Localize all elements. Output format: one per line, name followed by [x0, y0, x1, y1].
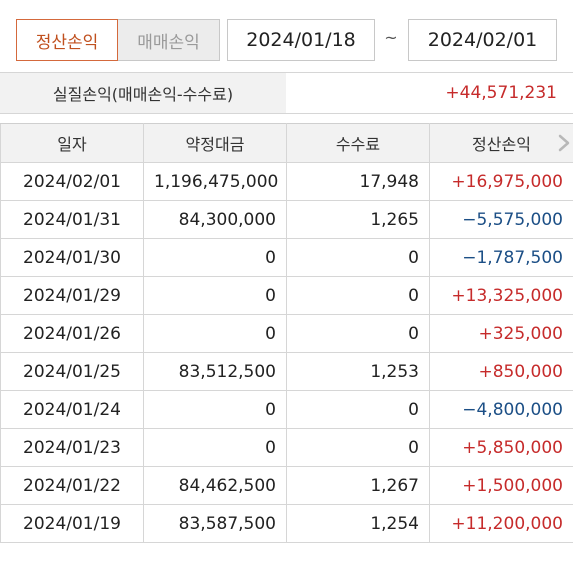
cell-fee: 1,265: [286, 200, 430, 239]
cell-date: 2024/01/23: [0, 428, 144, 467]
table-row[interactable]: 2024/01/29 0 0 +13,325,000: [0, 276, 573, 315]
cell-amount: 0: [143, 314, 287, 353]
cell-pnl: −4,800,000: [429, 390, 573, 429]
tab-trading-pnl[interactable]: 매매손익: [118, 19, 220, 61]
cell-amount: 1,196,475,000: [143, 162, 287, 201]
cell-fee: 0: [286, 314, 430, 353]
date-range-separator: ~: [384, 28, 398, 47]
cell-fee: 0: [286, 238, 430, 277]
cell-pnl: +850,000: [429, 352, 573, 391]
cell-date: 2024/02/01: [0, 162, 144, 201]
cell-fee: 0: [286, 428, 430, 467]
cell-fee: 0: [286, 390, 430, 429]
table-row[interactable]: 2024/01/23 0 0 +5,850,000: [0, 428, 573, 467]
cell-fee: 0: [286, 276, 430, 315]
section-gap: [0, 114, 573, 123]
cell-amount: 84,300,000: [143, 200, 287, 239]
header-fee[interactable]: 수수료: [286, 123, 430, 163]
cell-amount: 0: [143, 390, 287, 429]
cell-amount: 0: [143, 276, 287, 315]
cell-date: 2024/01/30: [0, 238, 144, 277]
cell-date: 2024/01/31: [0, 200, 144, 239]
end-date-field[interactable]: 2024/02/01: [408, 19, 557, 61]
tab-group: 정산손익 매매손익: [16, 19, 220, 61]
chevron-right-icon[interactable]: [557, 133, 571, 153]
cell-pnl: +325,000: [429, 314, 573, 353]
header-pnl: 정산손익: [472, 135, 531, 154]
filter-bar: 정산손익 매매손익 2024/01/18 ~ 2024/02/01: [0, 0, 573, 72]
summary-row: 실질손익(매매손익-수수료) +44,571,231: [0, 72, 573, 114]
table-row[interactable]: 2024/01/22 84,462,500 1,267 +1,500,000: [0, 466, 573, 505]
cell-amount: 83,587,500: [143, 504, 287, 543]
cell-date: 2024/01/25: [0, 352, 144, 391]
header-pnl-cell[interactable]: 정산손익: [429, 123, 573, 163]
header-date[interactable]: 일자: [0, 123, 144, 163]
table-row[interactable]: 2024/01/25 83,512,500 1,253 +850,000: [0, 352, 573, 391]
cell-date: 2024/01/19: [0, 504, 144, 543]
pnl-table: 일자 약정대금 수수료 정산손익 2024/02/01 1,196,475,000…: [0, 123, 573, 543]
cell-pnl: +13,325,000: [429, 276, 573, 315]
cell-date: 2024/01/24: [0, 390, 144, 429]
cell-pnl: +1,500,000: [429, 466, 573, 505]
cell-fee: 17,948: [286, 162, 430, 201]
cell-date: 2024/01/22: [0, 466, 144, 505]
cell-pnl: −1,787,500: [429, 238, 573, 277]
cell-date: 2024/01/26: [0, 314, 144, 353]
table-row[interactable]: 2024/02/01 1,196,475,000 17,948 +16,975,000: [0, 162, 573, 201]
cell-pnl: +11,200,000: [429, 504, 573, 543]
summary-value: +44,571,231: [445, 83, 557, 103]
cell-pnl: +5,850,000: [429, 428, 573, 467]
cell-pnl: −5,575,000: [429, 200, 573, 239]
cell-amount: 0: [143, 238, 287, 277]
cell-fee: 1,254: [286, 504, 430, 543]
cell-date: 2024/01/29: [0, 276, 144, 315]
summary-label: 실질손익(매매손익-수수료): [0, 73, 286, 113]
cell-amount: 84,462,500: [143, 466, 287, 505]
cell-fee: 1,267: [286, 466, 430, 505]
table-row[interactable]: 2024/01/30 0 0 −1,787,500: [0, 238, 573, 277]
table-row[interactable]: 2024/01/31 84,300,000 1,265 −5,575,000: [0, 200, 573, 239]
header-amount[interactable]: 약정대금: [143, 123, 287, 163]
cell-fee: 1,253: [286, 352, 430, 391]
cell-amount: 83,512,500: [143, 352, 287, 391]
table-row[interactable]: 2024/01/24 0 0 −4,800,000: [0, 390, 573, 429]
cell-amount: 0: [143, 428, 287, 467]
start-date-field[interactable]: 2024/01/18: [227, 19, 375, 61]
tab-settlement-pnl[interactable]: 정산손익: [16, 19, 118, 61]
cell-pnl: +16,975,000: [429, 162, 573, 201]
table-row[interactable]: 2024/01/26 0 0 +325,000: [0, 314, 573, 353]
table-header-row: 일자 약정대금 수수료 정산손익: [0, 123, 573, 163]
table-row[interactable]: 2024/01/19 83,587,500 1,254 +11,200,000: [0, 504, 573, 543]
